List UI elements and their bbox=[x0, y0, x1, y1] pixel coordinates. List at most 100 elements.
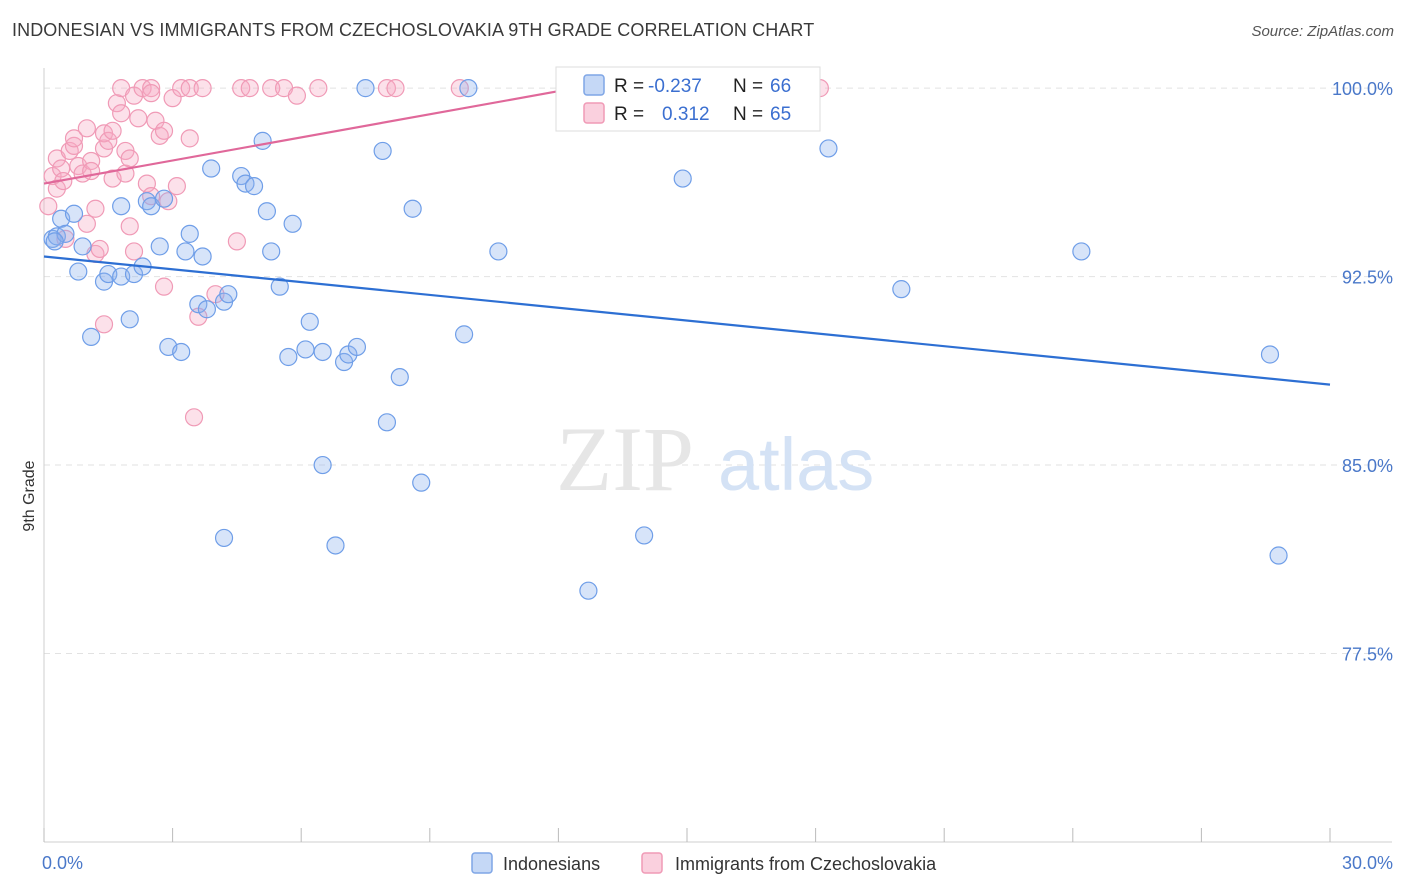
data-point-indonesians bbox=[189, 295, 208, 314]
data-point-indonesians bbox=[283, 214, 302, 233]
data-point-indonesians bbox=[296, 340, 315, 359]
data-point-indonesians bbox=[180, 224, 199, 243]
data-point-indonesians bbox=[489, 242, 508, 261]
series-legend-swatch-czechoslovakia bbox=[641, 852, 663, 874]
data-point-indonesians bbox=[176, 242, 195, 261]
data-point-indonesians bbox=[412, 473, 431, 492]
legend-n-label-2: N = bbox=[733, 104, 763, 125]
data-point-indonesians bbox=[356, 79, 375, 98]
data-point-czechoslovakia bbox=[120, 217, 139, 236]
data-point-indonesians bbox=[1260, 345, 1280, 364]
trendlines bbox=[43, 87, 1331, 386]
series-czechoslovakia-points bbox=[39, 79, 829, 427]
data-point-czechoslovakia bbox=[90, 239, 109, 259]
legend-n-value-1: 66 bbox=[770, 76, 791, 97]
data-point-indonesians bbox=[326, 536, 345, 555]
data-point-indonesians bbox=[154, 189, 174, 208]
stats-legend: R = -0.237 N = 66 R = 0.312 N = 65 bbox=[555, 66, 821, 132]
series-indonesians-points bbox=[43, 79, 1288, 600]
data-point-indonesians bbox=[197, 300, 216, 319]
data-point-indonesians bbox=[150, 237, 169, 256]
data-point-indonesians bbox=[69, 262, 88, 281]
data-point-indonesians bbox=[313, 455, 332, 475]
series-legend-label-indonesians: Indonesians bbox=[503, 854, 600, 874]
y-axis-title: 9th Grade bbox=[21, 460, 38, 531]
data-point-indonesians bbox=[82, 327, 101, 346]
data-point-czechoslovakia bbox=[287, 86, 307, 105]
axes bbox=[43, 68, 1392, 843]
data-point-indonesians bbox=[459, 79, 478, 98]
data-point-indonesians bbox=[313, 342, 332, 362]
data-point-czechoslovakia bbox=[309, 79, 328, 98]
data-point-indonesians bbox=[673, 169, 692, 188]
series-legend-swatch-indonesians bbox=[471, 852, 493, 874]
data-point-czechoslovakia bbox=[103, 121, 122, 140]
data-point-czechoslovakia bbox=[167, 177, 186, 196]
data-point-czechoslovakia bbox=[154, 121, 174, 140]
data-point-indonesians bbox=[819, 139, 838, 158]
data-point-indonesians bbox=[73, 237, 92, 256]
watermark: ZIP atlas bbox=[556, 408, 874, 510]
data-point-indonesians bbox=[1072, 242, 1091, 261]
data-point-czechoslovakia bbox=[64, 136, 84, 156]
data-point-indonesians bbox=[579, 581, 598, 600]
data-point-indonesians bbox=[373, 141, 392, 161]
data-point-indonesians bbox=[244, 177, 264, 196]
data-point-indonesians bbox=[202, 159, 221, 178]
data-point-indonesians bbox=[347, 337, 367, 357]
data-point-indonesians bbox=[193, 247, 212, 266]
y-tick-label: 77.5% bbox=[1342, 645, 1393, 665]
data-point-indonesians bbox=[172, 342, 191, 362]
data-point-czechoslovakia bbox=[124, 242, 144, 261]
legend-n-label-1: N = bbox=[733, 76, 763, 97]
data-point-czechoslovakia bbox=[82, 151, 101, 171]
data-point-czechoslovakia bbox=[94, 315, 114, 334]
watermark-zip: ZIP bbox=[556, 408, 694, 510]
data-point-czechoslovakia bbox=[180, 79, 199, 98]
data-point-indonesians bbox=[214, 528, 234, 548]
data-point-indonesians bbox=[45, 232, 64, 251]
data-point-indonesians bbox=[253, 131, 272, 150]
x-tick-label-min: 0.0% bbox=[42, 853, 83, 873]
data-point-indonesians bbox=[64, 204, 84, 223]
legend-r-value-1: -0.237 bbox=[648, 76, 702, 97]
data-point-indonesians bbox=[219, 285, 238, 304]
data-point-czechoslovakia bbox=[129, 109, 148, 128]
data-point-indonesians bbox=[454, 325, 474, 344]
legend-r-label-1: R = bbox=[614, 76, 644, 97]
data-point-czechoslovakia bbox=[142, 84, 161, 103]
y-tick-labels: 77.5% 85.0% 92.5% 100.0% bbox=[1332, 79, 1393, 664]
chart-title: INDONESIAN VS IMMIGRANTS FROM CZECHOSLOV… bbox=[12, 20, 815, 40]
data-point-czechoslovakia bbox=[47, 179, 66, 198]
gridlines bbox=[44, 87, 1392, 655]
y-tick-label: 85.0% bbox=[1342, 456, 1393, 476]
data-point-indonesians bbox=[1269, 546, 1288, 565]
x-tick-labels: 0.0% 30.0% bbox=[42, 853, 1393, 873]
data-point-czechoslovakia bbox=[39, 197, 58, 216]
legend-r-label-2: R = bbox=[614, 104, 644, 125]
data-point-indonesians bbox=[390, 367, 409, 387]
data-point-czechoslovakia bbox=[240, 79, 259, 98]
data-point-indonesians bbox=[403, 199, 422, 218]
data-point-czechoslovakia bbox=[154, 277, 174, 296]
data-point-czechoslovakia bbox=[227, 232, 246, 251]
legend-n-value-2: 65 bbox=[770, 104, 791, 125]
source-credit: Source: ZipAtlas.com bbox=[1251, 23, 1394, 40]
y-tick-label: 100.0% bbox=[1332, 79, 1393, 99]
data-point-czechoslovakia bbox=[142, 79, 161, 98]
data-point-indonesians bbox=[300, 312, 319, 331]
x-tick-label-max: 30.0% bbox=[1342, 853, 1393, 873]
data-point-indonesians bbox=[120, 310, 139, 329]
data-point-czechoslovakia bbox=[99, 131, 118, 150]
series-legend: Indonesians Immigrants from Czechoslovak… bbox=[471, 852, 937, 874]
trendline-czechoslovakia bbox=[43, 87, 576, 185]
legend-swatch-czechoslovakia bbox=[583, 102, 605, 124]
data-point-czechoslovakia bbox=[86, 199, 105, 218]
data-point-czechoslovakia bbox=[193, 79, 212, 98]
data-point-indonesians bbox=[279, 347, 298, 367]
data-point-indonesians bbox=[892, 280, 911, 299]
trendline-indonesians bbox=[43, 255, 1331, 386]
legend-swatch-indonesians bbox=[583, 74, 605, 96]
legend-r-value-2: 0.312 bbox=[662, 104, 710, 125]
